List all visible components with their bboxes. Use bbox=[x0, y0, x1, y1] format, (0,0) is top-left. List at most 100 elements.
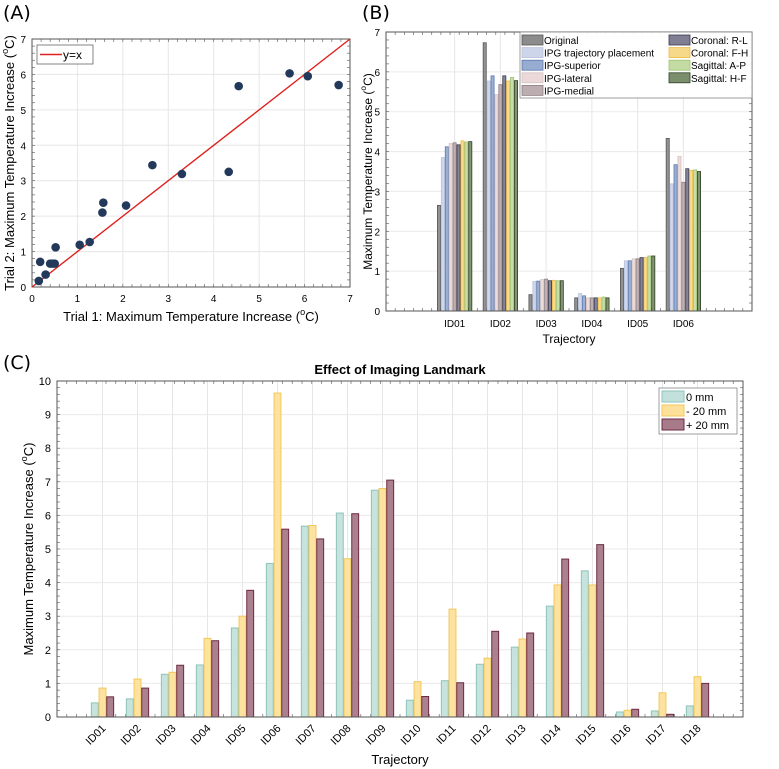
chart-b-legend-swatch bbox=[668, 72, 691, 84]
chart-c-bar bbox=[211, 640, 220, 718]
chart-a-point bbox=[75, 240, 84, 250]
chart-c-y-tick-label: 4 bbox=[45, 578, 51, 590]
chart-c-bar bbox=[160, 673, 169, 718]
chart-a-point bbox=[51, 243, 60, 252]
chart-c-bar bbox=[378, 488, 387, 718]
chart-c-y-tick-label: 3 bbox=[45, 611, 51, 623]
chart-b-legend-label: IPG trajectory placement bbox=[544, 49, 654, 60]
chart-c-bar bbox=[421, 696, 430, 718]
chart-b-legend-swatch bbox=[521, 72, 544, 84]
chart-a-legend-box bbox=[36, 44, 94, 65]
chart-c-x-tick-label: ID05 bbox=[224, 723, 249, 748]
chart-c-bar bbox=[335, 512, 344, 718]
chart-c-y-tick-label: 2 bbox=[45, 645, 51, 657]
chart-a-y-tick-label: 3 bbox=[20, 177, 26, 188]
chart-c-title: Effect of Imaging Landmark bbox=[314, 362, 486, 377]
chart-c-legend-label: + 20 mm bbox=[686, 420, 729, 432]
chart-a-point bbox=[35, 257, 45, 267]
chart-a-point bbox=[41, 270, 50, 279]
chart-a-point bbox=[99, 198, 108, 207]
chart-c-bar bbox=[168, 671, 177, 718]
chart-b-legend-swatch bbox=[668, 34, 691, 46]
chart-c-x-tick-label: ID13 bbox=[504, 723, 529, 748]
chart-c-x-tick-label: ID06 bbox=[259, 723, 284, 748]
chart-c-x-axis-label: Trajectory bbox=[371, 752, 429, 767]
chart-b-y-tick-label: 4 bbox=[374, 148, 380, 159]
chart-c-bar bbox=[351, 513, 360, 718]
chart-c-legend-label: 0 mm bbox=[686, 392, 714, 404]
chart-c-bar bbox=[133, 678, 142, 718]
chart-c-legend-swatch bbox=[661, 390, 685, 403]
chart-a-point bbox=[85, 237, 94, 247]
chart-b-legend-swatch bbox=[521, 34, 544, 46]
chart-a-legend-label: y=x bbox=[63, 48, 82, 62]
chart-b-y-tick-label: 5 bbox=[374, 108, 380, 119]
chart-b-legend-label: Coronal: F-H bbox=[691, 49, 748, 60]
chart-c-bar bbox=[693, 676, 702, 718]
chart-c-x-tick-label: ID15 bbox=[574, 723, 599, 748]
chart-c-bar bbox=[440, 680, 449, 718]
chart-c-bar bbox=[370, 489, 379, 718]
chart-a-y-tick-label: 2 bbox=[20, 212, 26, 223]
chart-c-x-tick-label: ID17 bbox=[644, 723, 669, 748]
chart-b-y-tick-label: 3 bbox=[374, 187, 380, 198]
chart-a-y-tick-label: 1 bbox=[20, 248, 26, 259]
chart-a-point bbox=[224, 167, 234, 177]
chart-c-legend-swatch bbox=[661, 404, 685, 417]
chart-c-bar bbox=[561, 558, 570, 718]
chart-c-bar bbox=[631, 708, 640, 718]
chart-b-legend-swatch bbox=[668, 59, 691, 71]
chart-b-y-tick-label: 0 bbox=[374, 307, 380, 318]
chart-a-y-tick-label: 4 bbox=[20, 141, 26, 152]
chart-c-x-tick-label: ID10 bbox=[399, 723, 424, 748]
panel-label-c: (C) bbox=[3, 352, 32, 374]
chart-b-legend-label: IPG-superior bbox=[544, 61, 601, 72]
panel-label-b: (B) bbox=[362, 2, 390, 24]
chart-c-bar bbox=[545, 605, 554, 718]
chart-c-bar bbox=[580, 570, 589, 718]
chart-c-x-tick-label: ID14 bbox=[539, 723, 564, 748]
chart-c-bar bbox=[106, 696, 115, 718]
chart-b-legend-swatch bbox=[521, 85, 544, 96]
chart-b-x-tick-label: ID01 bbox=[444, 319, 466, 330]
chart-b-x-tick-label: ID03 bbox=[536, 319, 558, 330]
chart-a-x-axis-label: Trial 1: Maximum Temperature Increase (o… bbox=[63, 307, 319, 324]
chart-c-bar bbox=[246, 589, 255, 718]
chart-c-bar bbox=[510, 646, 519, 718]
chart-c-bar bbox=[343, 558, 352, 718]
chart-b-legend-label: IPG-lateral bbox=[544, 74, 592, 85]
chart-a-y-tick-label: 7 bbox=[20, 35, 26, 46]
chart-a-point bbox=[234, 81, 243, 91]
chart-b-x-tick-label: ID05 bbox=[627, 319, 649, 330]
chart-b-y-axis-label: Maximum Temperature Increase (oC) bbox=[358, 73, 375, 270]
chart-a-point bbox=[303, 71, 313, 81]
chart-c-bar bbox=[195, 664, 204, 718]
chart-c-x-tick-label: ID11 bbox=[434, 723, 458, 747]
chart-c-y-tick-label: 7 bbox=[45, 477, 51, 489]
chart-c-y-axis-label: Maximum Temperature Increase (oC) bbox=[19, 443, 36, 656]
chart-b-legend-box bbox=[519, 31, 753, 99]
chart-c-bar bbox=[386, 479, 395, 718]
chart-c-bar bbox=[203, 637, 212, 718]
chart-a-x-tick-label: 0 bbox=[29, 294, 35, 305]
panel-label-a: (A) bbox=[3, 2, 31, 24]
chart-c-bar bbox=[90, 702, 99, 718]
chart-b-x-tick-label: ID04 bbox=[581, 319, 603, 330]
chart-c-bar bbox=[125, 698, 134, 718]
chart-a-point bbox=[98, 208, 107, 217]
chart-c-x-tick-label: ID16 bbox=[609, 723, 634, 748]
chart-c-axes-box bbox=[56, 380, 744, 718]
chart-c-bar bbox=[265, 562, 274, 718]
chart-c-x-tick-label: ID02 bbox=[119, 723, 144, 748]
chart-a-point bbox=[121, 201, 131, 210]
chart-a-y-axis-label: Trial 2: Maximum Temperature Increase (o… bbox=[0, 35, 17, 291]
chart-b-legend-label: IPG-medial bbox=[544, 86, 594, 97]
chart-c-bar bbox=[685, 705, 694, 718]
chart-b-x-tick-label: ID02 bbox=[490, 319, 512, 330]
chart-b-y-tick-label: 6 bbox=[374, 68, 380, 79]
chart-b-legend-swatch bbox=[521, 59, 544, 71]
chart-c-bar bbox=[475, 663, 484, 718]
chart-c-bar bbox=[553, 584, 562, 718]
chart-c-y-tick-label: 10 bbox=[39, 376, 51, 388]
